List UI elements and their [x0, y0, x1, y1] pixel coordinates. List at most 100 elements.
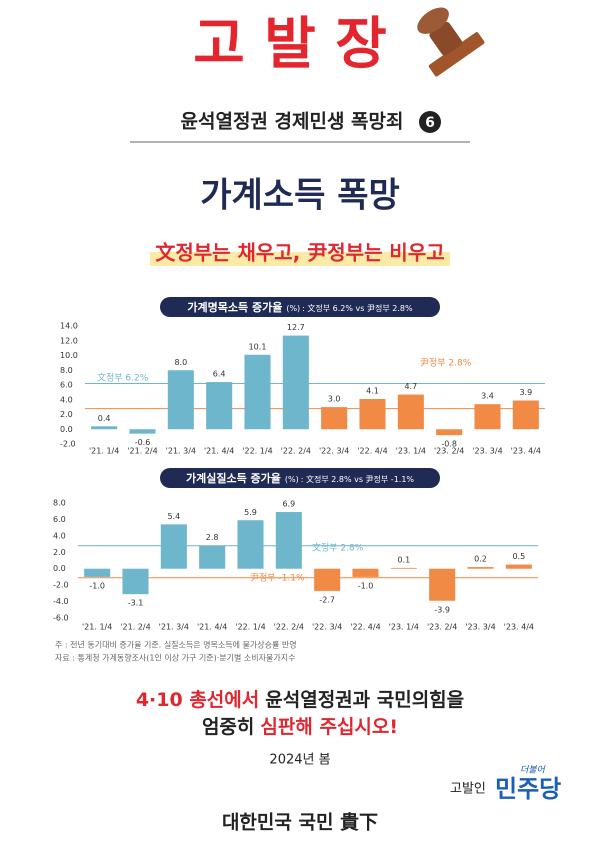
x-tick-label: '23. 4/4	[504, 623, 534, 632]
y-tick-label: -2.0	[53, 581, 69, 590]
stamp-icon	[417, 7, 485, 77]
bar	[129, 429, 156, 434]
y-tick-label: 6.0	[60, 381, 73, 390]
reference-label: 文정부 2.8%	[312, 542, 364, 554]
bar	[352, 568, 379, 577]
value-label: -2.7	[319, 595, 335, 604]
y-tick-label: 8.0	[60, 366, 73, 375]
x-tick-label: '22. 4/4	[357, 447, 387, 456]
value-label: 6.4	[213, 370, 226, 379]
bar	[314, 568, 341, 591]
y-tick-label: 4.0	[60, 395, 73, 404]
reference-label: 文정부 6.2%	[97, 372, 149, 384]
bar	[321, 407, 348, 430]
party-name: 민주당	[495, 775, 561, 803]
x-tick-label: '21. 1/4	[89, 447, 119, 456]
x-tick-label: '22. 3/4	[312, 623, 342, 632]
bar	[160, 524, 187, 569]
bar	[275, 512, 302, 569]
badge	[419, 111, 441, 133]
party-small: 더불어	[520, 765, 546, 776]
reference-label: 尹정부 2.8%	[420, 358, 472, 369]
message-line: 4·10 총선에서 윤석열정권과 국민의힘을	[136, 689, 464, 711]
accuser-label: 고발인	[450, 782, 486, 797]
x-tick-label: '22. 3/4	[319, 447, 349, 456]
y-tick-label: -2.0	[60, 440, 76, 449]
bar	[122, 568, 149, 595]
message-text: 윤석열정권과 국민의힘을	[265, 689, 464, 711]
bar	[467, 567, 494, 569]
bar	[505, 564, 532, 569]
y-tick-label: -6.0	[53, 614, 69, 623]
bar	[282, 335, 309, 430]
value-label: 3.9	[519, 388, 532, 397]
value-label: 0.2	[474, 555, 487, 564]
bar	[84, 568, 111, 577]
y-tick-label: 10.0	[60, 351, 78, 360]
value-label: 3.0	[328, 395, 341, 404]
bar	[397, 394, 424, 430]
bar	[436, 429, 463, 436]
value-label: 0.4	[98, 414, 111, 423]
bar	[429, 568, 456, 601]
chart-title-main: 가계실질소득 증가율	[186, 471, 281, 485]
chart-title: 가계실질소득 증가율 (%): 文정부 2.8% vs 尹정부 -1.1%	[186, 471, 414, 485]
value-label: -0.8	[441, 440, 457, 449]
y-tick-label: -4.0	[53, 597, 69, 606]
x-tick-label: '23. 2/4	[434, 447, 464, 456]
y-tick-label: 0.0	[53, 564, 66, 573]
x-tick-label: '23. 1/4	[396, 447, 426, 456]
value-label: 4.1	[366, 387, 379, 396]
bar	[91, 426, 118, 430]
addressee: 대한민국 국민 貴下	[222, 811, 378, 834]
charts: 가계명목소득 증가율 (%): 文정부 6.2% vs 尹정부 2.8%14.01…	[53, 297, 545, 632]
x-tick-label: '22. 4/4	[350, 623, 380, 632]
x-tick-label: '22. 1/4	[242, 447, 272, 456]
value-label: 5.4	[167, 512, 180, 521]
y-tick-label: 2.0	[60, 410, 73, 419]
bar	[237, 520, 264, 569]
x-tick-label: '23. 2/4	[427, 623, 457, 632]
message-emphasis: 심판해 주십시오!	[260, 716, 398, 738]
chart-title-main: 가계명목소득 증가율	[187, 300, 282, 314]
value-label: 3.4	[481, 392, 494, 401]
value-label: -0.6	[135, 438, 151, 447]
chart-unit: (%)	[285, 475, 299, 484]
bar	[199, 545, 226, 569]
y-tick-label: 2.0	[53, 548, 66, 557]
value-label: 2.8	[206, 533, 219, 542]
chart-subtitle: : 文정부 6.2% vs 尹정부 2.8%	[302, 303, 413, 313]
value-label: -3.1	[128, 599, 144, 608]
x-tick-label: '22. 1/4	[235, 623, 265, 632]
x-tick-label: '22. 2/4	[274, 623, 304, 632]
bar	[167, 370, 194, 430]
x-tick-label: '21. 3/4	[159, 623, 189, 632]
chart-title-pill	[160, 468, 440, 488]
stamp-title: 고 발 장	[193, 12, 387, 77]
value-label: -1.0	[89, 581, 105, 590]
bar	[512, 400, 539, 430]
highlight	[150, 252, 450, 266]
bar	[244, 354, 271, 430]
x-tick-label: '23. 1/4	[389, 623, 419, 632]
y-tick-label: 4.0	[53, 531, 66, 540]
bar	[359, 399, 386, 430]
bar	[206, 382, 233, 430]
x-tick-label: '21. 3/4	[166, 447, 196, 456]
chart-title-pill	[160, 297, 440, 317]
value-label: -3.9	[434, 605, 450, 614]
x-tick-label: '23. 4/4	[511, 447, 541, 456]
value-label: 12.7	[287, 323, 305, 332]
message-text: 엄중히	[202, 716, 254, 738]
chart-title: 가계명목소득 증가율 (%): 文정부 6.2% vs 尹정부 2.8%	[187, 300, 413, 314]
tagline: 文정부는 채우고, 尹정부는 비우고	[155, 241, 444, 265]
value-label: -1.0	[358, 581, 374, 590]
chart-unit: (%)	[286, 304, 300, 313]
y-tick-label: 6.0	[53, 515, 66, 524]
date: 2024년 봄	[269, 753, 330, 768]
badge-number: 6	[425, 115, 435, 131]
message-line: 엄중히 심판해 주십시오!	[202, 716, 398, 738]
x-tick-label: '21. 4/4	[197, 623, 227, 632]
value-label: 5.9	[244, 508, 257, 517]
